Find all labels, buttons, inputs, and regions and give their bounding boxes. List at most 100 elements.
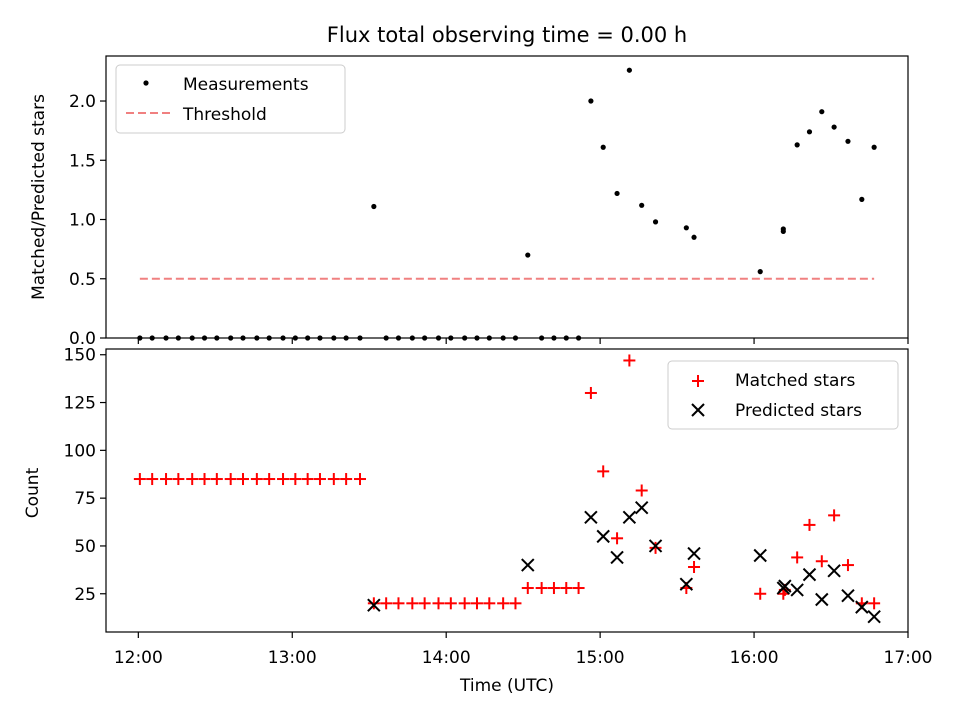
matched-star-point <box>868 597 881 610</box>
matched-star-point <box>133 473 146 486</box>
y-tick-label: 0.5 <box>69 270 96 290</box>
matched-star-point <box>584 386 597 399</box>
matched-star-point <box>754 587 767 600</box>
top-y-ticks: 0.0 0.5 1.0 1.5 2.0 <box>69 92 106 349</box>
matched-star-point <box>597 465 610 478</box>
bottom-marks <box>133 354 881 624</box>
measurement-point <box>845 138 851 144</box>
predicted-star-point <box>622 510 637 524</box>
predicted-star-point <box>648 539 663 553</box>
predicted-star-point <box>827 564 841 578</box>
measurement-point <box>600 144 606 150</box>
measurement-point <box>371 203 377 210</box>
matched-star-point <box>406 597 419 610</box>
x-tick-label: 15:00 <box>576 648 625 668</box>
matched-star-point <box>815 555 828 568</box>
measurement-point <box>525 252 531 258</box>
top-panel: 0.00.51.01.52.0 Matched/Predicted stars … <box>29 55 909 349</box>
top-legend: Measurements Threshold <box>115 64 346 134</box>
measurement-point <box>639 202 645 208</box>
matched-star-point <box>791 551 804 564</box>
matched-star-point <box>327 473 340 486</box>
x-tick-label: 16:00 <box>730 648 779 668</box>
matched-star-point <box>224 473 237 486</box>
matched-star-point <box>237 473 250 486</box>
bottom-legend: Matched stars Predicted stars <box>667 360 899 430</box>
y-tick-label: 1.5 <box>69 151 96 171</box>
matched-star-point <box>380 597 393 610</box>
matched-star-point <box>444 597 457 610</box>
matched-star-point <box>250 473 263 486</box>
predicted-star-point <box>867 609 881 624</box>
x-axis-label: Time (UTC) <box>459 676 554 696</box>
matched-star-point <box>623 354 636 367</box>
matched-star-point <box>572 582 585 595</box>
matched-star-point <box>841 559 854 572</box>
matched-star-point <box>289 473 302 486</box>
legend-predicted-label: Predicted stars <box>735 401 862 421</box>
measurement-point <box>757 269 763 275</box>
chart-title: Flux total observing time = 0.00 h <box>327 23 687 47</box>
top-axes-frame <box>105 55 909 339</box>
measurement-point <box>691 234 697 240</box>
matched-star-point <box>828 509 841 522</box>
measurement-point <box>819 109 825 115</box>
matched-star-point <box>803 518 816 531</box>
y-tick-label: 100 <box>64 441 96 461</box>
bottom-panel: 25 50 75 100 125 150 12:00 13:00 14:00 15:00 16:0… <box>23 346 933 696</box>
y-tick-label: 25 <box>74 585 96 605</box>
predicted-star-point <box>790 583 804 597</box>
measurement-point <box>859 196 865 202</box>
top-x-ticks <box>137 338 909 344</box>
predicted-star-point <box>596 529 610 544</box>
predicted-star-point <box>778 579 792 593</box>
top-legend-box <box>115 64 346 134</box>
matched-star-point <box>340 473 353 486</box>
top-marks <box>137 67 877 341</box>
y-tick-label: 0.0 <box>69 329 96 349</box>
matched-star-point <box>483 597 496 610</box>
matched-star-point <box>210 473 223 486</box>
matched-star-point <box>353 473 366 486</box>
matched-star-point <box>263 473 276 486</box>
predicted-star-point <box>367 598 381 612</box>
legend-threshold-label: Threshold <box>182 105 267 125</box>
matched-star-point <box>301 473 314 486</box>
y-tick-label: 125 <box>64 394 96 414</box>
predicted-star-point <box>584 510 598 524</box>
matched-star-point <box>497 597 510 610</box>
legend-predicted-marker <box>691 403 705 417</box>
measurement-point <box>652 219 659 225</box>
x-tick-label: 14:00 <box>422 648 471 668</box>
measurement-point <box>588 98 594 104</box>
matched-star-point <box>611 532 624 545</box>
y-tick-label: 75 <box>74 489 96 509</box>
legend-measurements-marker <box>143 80 149 86</box>
measurement-point <box>871 144 877 150</box>
legend-measurements-label: Measurements <box>183 75 309 95</box>
measurement-point <box>780 228 786 234</box>
matched-star-point <box>521 582 534 595</box>
matched-star-point <box>172 473 185 486</box>
predicted-star-point <box>521 558 535 572</box>
matched-star-point <box>688 560 701 573</box>
predicted-star-point <box>634 501 649 515</box>
matched-star-point <box>535 582 548 595</box>
matched-star-point <box>198 473 211 486</box>
y-tick-label: 1.0 <box>69 211 96 231</box>
matched-star-point <box>509 597 522 610</box>
matched-star-point <box>277 473 290 486</box>
bottom-y-ticks: 25 50 75 100 125 150 <box>64 346 106 605</box>
bottom-y-axis-label: Count <box>23 467 43 518</box>
bottom-legend-box <box>667 360 899 430</box>
predicted-star-point <box>802 567 817 582</box>
measurement-point <box>831 124 837 130</box>
matched-star-point <box>186 473 199 486</box>
matched-star-point <box>146 473 159 486</box>
matched-star-point <box>547 582 560 595</box>
y-tick-label: 50 <box>74 537 96 557</box>
x-tick-label: 13:00 <box>268 648 317 668</box>
matched-star-point <box>392 597 405 610</box>
x-tick-label: 17:00 <box>884 648 933 668</box>
legend-matched-marker <box>692 375 704 387</box>
